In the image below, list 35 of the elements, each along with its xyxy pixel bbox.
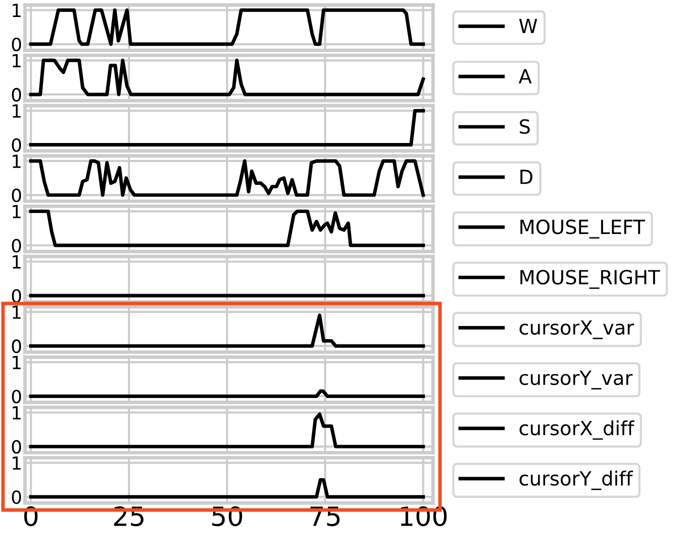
text: cursorY_var — [520, 370, 633, 390]
y-tick-label: 1 — [12, 54, 21, 68]
legend-label: D — [520, 170, 532, 184]
y-tick-label: 0 — [12, 188, 22, 202]
y-tick-label: 0 — [12, 390, 22, 404]
line-series — [29, 58, 425, 96]
text: A — [518, 69, 532, 84]
line-series — [29, 8, 425, 46]
line-series — [29, 210, 425, 248]
y-tick-label: 1 — [12, 255, 21, 268]
line-series — [29, 159, 425, 197]
y-tick-label: 1 — [12, 356, 21, 370]
y-tick-label: 1 — [12, 456, 21, 470]
legend-label: cursorY_diff — [520, 470, 633, 490]
y-tick-label: 0 — [12, 238, 22, 252]
y-tick-label: 1 — [12, 406, 21, 420]
text: MOUSE_LEFT — [520, 220, 646, 239]
y-tick-label: 0 — [12, 138, 22, 152]
y-tick-label: 1 — [12, 205, 21, 218]
line-series — [29, 412, 425, 448]
y-tick-label: 0 — [12, 38, 22, 52]
y-tick-label: 1 — [12, 306, 21, 319]
y-tick-label: 0 — [12, 88, 22, 102]
legend-label: cursorX_var — [520, 320, 634, 340]
y-tick-label: 0 — [12, 490, 22, 504]
text: MOUSE_RIGHT — [520, 270, 660, 289]
text: cursorX_diff — [520, 420, 634, 440]
y-tick-label: 1 — [12, 4, 21, 17]
text: S — [520, 119, 530, 134]
legend-label: W — [519, 18, 538, 34]
y-tick-label: 1 — [12, 154, 21, 168]
y-tick-label: 1 — [12, 104, 21, 118]
y-tick-label: 0 — [12, 289, 22, 303]
y-tick-label: 0 — [12, 440, 22, 454]
y-tick-label: 0 — [12, 339, 22, 354]
